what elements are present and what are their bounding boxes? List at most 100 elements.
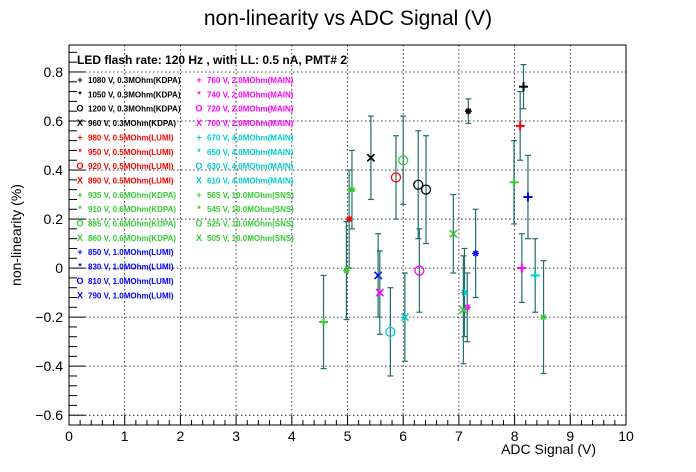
- data-point: [390, 135, 402, 220]
- legend-left-entry: +980 V, 0.5MOhm(LUMI): [77, 132, 173, 142]
- data-point: [464, 98, 472, 125]
- data-point: [385, 287, 396, 377]
- legend-label: 790 V, 1.0MOhm(LUMI): [88, 291, 174, 300]
- legend-right-entry: O 630 V, 4.0MOhm(MAIN): [195, 161, 293, 171]
- point-marker: [373, 271, 383, 280]
- data-point: [420, 135, 432, 245]
- data-point: [400, 272, 410, 362]
- data-point: [517, 233, 527, 304]
- legend-marker: *: [197, 147, 201, 157]
- legend-marker: +: [196, 75, 201, 85]
- point-marker: [540, 313, 547, 321]
- data-point: [459, 255, 468, 365]
- x-tick-label: 3: [232, 428, 240, 444]
- legend-label: 650 V, 4.0MOhm(MAIN): [207, 148, 294, 157]
- legend-label: 740 V, 2.0MOhm(MAIN): [207, 90, 294, 99]
- legend-marker: X: [196, 118, 202, 128]
- legend-left-entry: X 890 V, 0.5MOhm(LUMI): [77, 175, 174, 185]
- legend-left-entry: * 830 V, 1.0MOhm(LUMI): [78, 262, 174, 272]
- legend-marker: X: [77, 118, 83, 128]
- x-axis: 0 1 2 3 4 5 6 7 8 9 10: [65, 415, 634, 444]
- x-tick-label: 9: [566, 428, 574, 444]
- point-marker: [398, 155, 409, 166]
- point-marker: [519, 82, 529, 92]
- legend-right-entry: +760 V, 2.0MOhm(MAIN): [196, 75, 293, 85]
- point-marker: [414, 265, 425, 276]
- legend-marker: X: [77, 233, 83, 243]
- data-point: [319, 274, 329, 370]
- legend-marker: X: [196, 233, 202, 243]
- data-point: [375, 250, 384, 335]
- point-marker: [509, 177, 519, 187]
- legend-label: 890 V, 0.5MOhm(LUMI): [88, 176, 174, 185]
- y-tick-label: 0.6: [44, 113, 64, 129]
- legend-left-entry: X 790 V, 1.0MOhm(LUMI): [77, 290, 174, 300]
- legend-label: 960 V, 0.3MOhm(KDPA): [88, 119, 176, 128]
- legend-right-entry: +565 V, 10.0MOhm(SNS): [196, 190, 294, 200]
- legend-label: 920 V, 0.5MOhm(LUMI): [88, 162, 174, 171]
- point-marker: [400, 312, 410, 322]
- legend-label: 700 V, 2.0MOhm(MAIN): [207, 119, 294, 128]
- data-point: [398, 115, 409, 205]
- legend-marker: X: [196, 175, 202, 185]
- legend-marker: *: [78, 89, 82, 99]
- legend-label: 545 V, 10.0MOhm(SNS): [207, 205, 294, 214]
- legend-label: 565 V, 10.0MOhm(SNS): [207, 191, 294, 200]
- data-point: [461, 247, 468, 338]
- data-point: [413, 130, 424, 240]
- x-tick-label: 6: [399, 428, 407, 444]
- legend-label: 950 V, 0.5MOhm(LUMI): [88, 148, 174, 157]
- legend-right-entry: O 720 V, 2.0MOhm(MAIN): [195, 104, 293, 114]
- y-axis: −0.6 −0.4 −0.2 0 0.2 0.4 0.6 0.8: [35, 51, 85, 426]
- legend-label: 810 V, 1.0MOhm(LUMI): [88, 277, 174, 286]
- legend-label: 610 V, 4.0MOhm(MAIN): [207, 176, 294, 185]
- legend-marker: O: [76, 104, 83, 114]
- point-marker: [319, 317, 329, 327]
- legend: +1080 V, 0.3MOhm(KDPA) * 1050 V, 0.3MOhm(K…: [76, 75, 294, 300]
- legend-left-entry: * 950 V, 0.5MOhm(LUMI): [78, 147, 174, 157]
- legend-marker: X: [77, 175, 83, 185]
- legend-marker: *: [197, 89, 201, 99]
- data-point: [472, 208, 479, 299]
- legend-left-entry: * 1050 V, 0.3MOhm(KDPA): [78, 89, 181, 99]
- legend-label: 630 V, 4.0MOhm(MAIN): [207, 162, 294, 171]
- y-tick-label: −0.6: [35, 407, 63, 423]
- legend-marker: *: [78, 147, 82, 157]
- legend-label: 830 V, 1.0MOhm(LUMI): [88, 263, 174, 272]
- legend-label: 980 V, 0.5MOhm(LUMI): [88, 133, 174, 142]
- legend-marker: O: [195, 104, 202, 114]
- point-marker: [472, 250, 479, 257]
- legend-label: 760 V, 2.0MOhm(MAIN): [207, 76, 294, 85]
- legend-marker: +: [196, 132, 201, 142]
- point-marker: [390, 172, 402, 183]
- legend-marker: +: [77, 132, 82, 142]
- legend-label: 525 V, 10.0MOhm(SNS): [207, 220, 294, 229]
- point-marker: [449, 229, 458, 238]
- legend-label: 1080 V, 0.3MOhm(KDPA): [88, 76, 181, 85]
- data-point: [373, 233, 383, 318]
- y-tick-label: −0.4: [35, 358, 63, 374]
- point-marker: [530, 270, 540, 280]
- y-tick-label: 0.8: [44, 64, 64, 80]
- legend-left-entry: O 810 V, 1.0MOhm(LUMI): [76, 276, 173, 286]
- data-point: [348, 149, 356, 230]
- legend-right-entry: +670 V, 4.0MOhm(MAIN): [196, 132, 293, 142]
- point-marker: [385, 326, 396, 337]
- x-tick-label: 10: [618, 428, 634, 444]
- point-marker: [463, 303, 471, 311]
- legend-right-entry: X 700 V, 2.0MOhm(MAIN): [196, 118, 294, 128]
- y-tick-label: 0.4: [44, 162, 64, 178]
- point-marker: [464, 107, 472, 115]
- legend-label: 860 V, 0.6MOhm(KDPA): [88, 234, 176, 243]
- chart-subtitle: LED flash rate: 120 Hz , with LL: 0.5 nA…: [77, 53, 347, 67]
- data-point: [449, 193, 458, 274]
- point-marker: [343, 267, 350, 274]
- legend-left-entry: X 860 V, 0.6MOhm(KDPA): [77, 233, 176, 243]
- legend-marker: O: [76, 276, 83, 286]
- point-marker: [461, 289, 468, 296]
- data-point: [523, 154, 533, 240]
- point-marker: [375, 288, 384, 297]
- x-tick-label: 0: [65, 428, 73, 444]
